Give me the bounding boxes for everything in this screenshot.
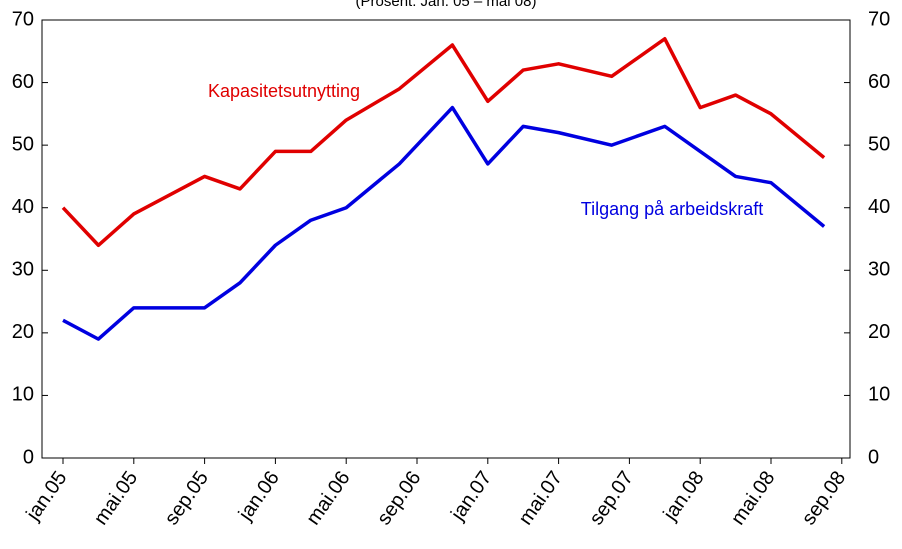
y-tick-label: 20 [12, 321, 34, 343]
x-tick-label: jan.07 [446, 467, 496, 525]
y2-tick-label: 50 [868, 133, 890, 155]
x-tick-label: mai.06 [302, 467, 354, 529]
y-tick-label: 50 [12, 133, 34, 155]
y2-tick-label: 70 [868, 8, 890, 30]
x-tick-label: mai.08 [727, 467, 779, 529]
y2-tick-label: 60 [868, 71, 890, 93]
y2-tick-label: 0 [868, 446, 879, 468]
line-series [62, 105, 826, 341]
x-tick-label: mai.07 [515, 467, 567, 529]
x-tick-label: mai.05 [90, 467, 142, 529]
y2-tick-label: 10 [868, 384, 890, 406]
y2-tick-label: 20 [868, 321, 890, 343]
x-tick-label: jan.05 [22, 467, 72, 525]
x-tick-label: jan.08 [659, 467, 709, 525]
x-tick-label: sep.05 [161, 467, 213, 529]
x-tick-label: jan.06 [234, 467, 284, 525]
y-tick-label: 0 [23, 446, 34, 468]
x-tick-label: sep.06 [373, 467, 425, 529]
x-tick-label: sep.07 [585, 467, 637, 529]
chart-subtitle: (Prosent. Jan. 05 – mai 08) [356, 0, 537, 10]
y-tick-label: 10 [12, 384, 34, 406]
plot-frame [41, 19, 851, 459]
y-tick-label: 60 [12, 71, 34, 93]
series-label: Tilgang på arbeidskraft [581, 199, 763, 219]
y2-tick-label: 30 [868, 259, 890, 281]
y-tick-label: 30 [12, 259, 34, 281]
y-tick-label: 70 [12, 8, 34, 30]
series-label: Kapasitetsutnytting [208, 81, 360, 101]
x-tick-label: sep.08 [798, 467, 850, 529]
y2-tick-label: 40 [868, 196, 890, 218]
line-series [61, 37, 826, 248]
y-tick-label: 40 [12, 196, 34, 218]
